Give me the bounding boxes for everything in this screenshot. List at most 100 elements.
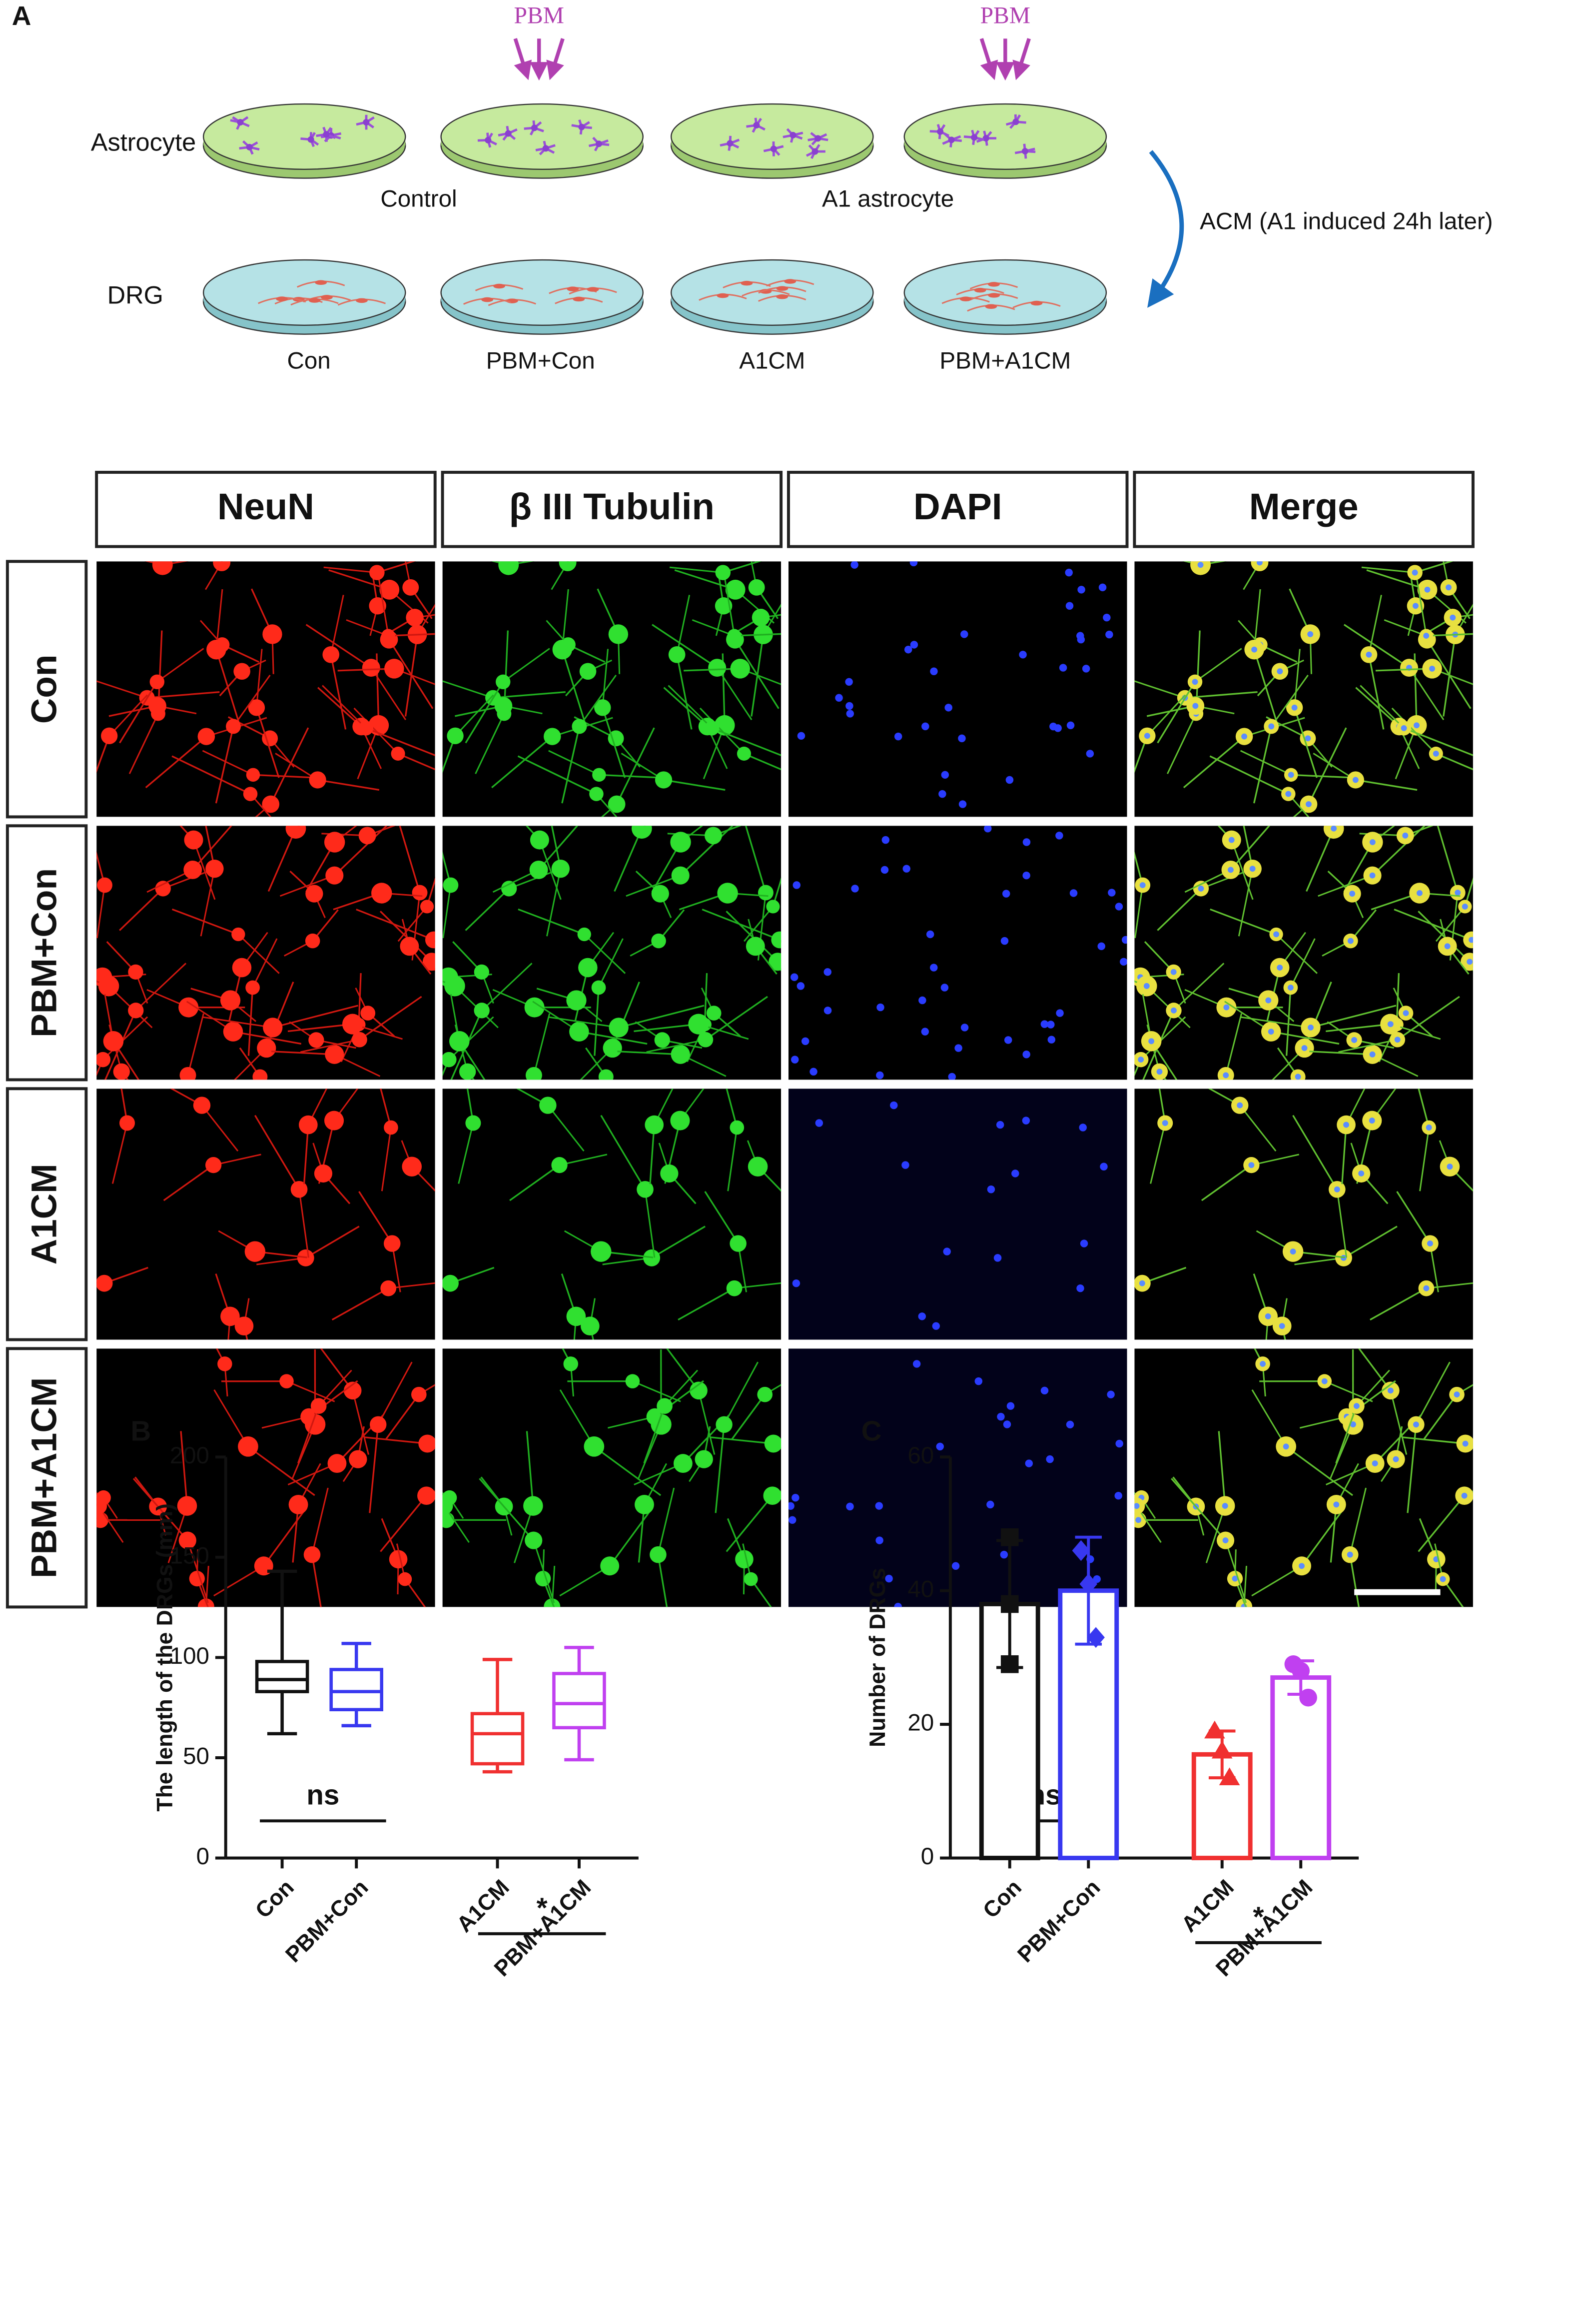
micrograph <box>442 1089 782 1340</box>
soma <box>193 1097 211 1114</box>
nucleus <box>823 968 831 976</box>
soma <box>206 639 226 660</box>
neurite <box>481 963 533 1011</box>
cell <box>363 119 370 126</box>
soma <box>671 866 690 885</box>
neurite <box>502 648 550 683</box>
neurite <box>1415 561 1454 574</box>
neurite <box>119 888 164 931</box>
neurite <box>1418 1495 1465 1552</box>
soma <box>360 1006 376 1021</box>
nucleus <box>1192 679 1198 685</box>
soma <box>402 1157 422 1177</box>
neurite <box>1355 779 1418 791</box>
soma <box>305 885 323 903</box>
nucleus <box>1283 1443 1289 1450</box>
row-header-box <box>5 1347 88 1609</box>
neurite <box>1201 1164 1252 1201</box>
neurite <box>617 1051 681 1056</box>
soma <box>183 861 202 879</box>
nucleus <box>960 1024 969 1032</box>
neurite <box>1396 973 1400 1025</box>
neurite <box>712 727 782 757</box>
x-tick-label: A1CM <box>452 1875 514 1937</box>
soma <box>179 1067 196 1080</box>
neurite <box>549 1016 619 1029</box>
soma <box>608 624 629 644</box>
neurite <box>727 1127 738 1191</box>
soma <box>645 1115 664 1135</box>
neurite <box>616 727 655 805</box>
nucleus <box>1228 837 1235 843</box>
nucleus <box>1369 1118 1375 1124</box>
nucleus <box>1086 750 1094 758</box>
nucleus <box>918 1312 926 1320</box>
soma <box>735 1550 754 1569</box>
y-tick-label: 50 <box>183 1743 209 1770</box>
nucleus <box>1467 959 1473 965</box>
neurite <box>1217 826 1232 841</box>
nucleus <box>1353 1403 1360 1409</box>
neurite <box>652 624 718 669</box>
soma <box>529 861 548 879</box>
nucleus <box>1002 890 1010 898</box>
soma <box>657 1398 673 1414</box>
neurite <box>626 875 681 897</box>
row-label: Astrocyte <box>91 128 196 156</box>
soma <box>523 1496 543 1516</box>
soma <box>1463 931 1473 949</box>
neurite <box>442 735 456 773</box>
soma <box>763 1486 782 1505</box>
soma <box>352 1032 367 1048</box>
nucleus <box>909 561 918 567</box>
neurite <box>369 1424 379 1513</box>
soma <box>705 721 720 736</box>
nucleus <box>1066 721 1075 730</box>
micrograph <box>1134 1348 1473 1607</box>
schematic: A PBM PBM Astrocyte DRG Control A1 astro… <box>12 1 1493 374</box>
dish-top <box>903 259 1107 326</box>
nucleus <box>846 1502 854 1511</box>
panel-label: A <box>12 1 31 31</box>
neurite <box>200 868 215 937</box>
neurite <box>213 1565 264 1597</box>
nucleus <box>1222 1537 1229 1544</box>
dish <box>671 259 874 335</box>
nucleus <box>1268 723 1275 730</box>
nucleus <box>938 790 946 798</box>
point <box>1211 1740 1233 1759</box>
neurite <box>1208 1089 1240 1107</box>
neurite <box>1407 1424 1417 1513</box>
nucleus <box>1135 1517 1142 1523</box>
soma <box>325 866 344 885</box>
soma <box>670 1111 690 1131</box>
nucleus <box>936 1442 944 1451</box>
nucleus <box>845 702 853 710</box>
micrograph <box>96 561 435 817</box>
neurite <box>397 906 428 942</box>
nucleus <box>986 1500 994 1509</box>
dish <box>903 103 1107 179</box>
neurite <box>1426 1282 1473 1289</box>
neurite <box>559 1565 610 1597</box>
neurite <box>491 736 553 789</box>
neurite <box>353 707 399 754</box>
cell <box>237 119 244 126</box>
soma <box>310 1398 327 1414</box>
neurite <box>1308 727 1347 805</box>
neurite <box>1338 1039 1398 1053</box>
nucleus <box>1301 1045 1308 1051</box>
nucleus <box>1426 1125 1432 1131</box>
panel-label: C <box>861 1415 882 1447</box>
nucleus <box>1103 613 1111 622</box>
soma <box>608 795 626 813</box>
y-tick-label: 100 <box>170 1643 209 1669</box>
neurite <box>763 603 782 635</box>
nucleus <box>958 800 967 808</box>
cell <box>753 122 760 129</box>
soma <box>695 1450 713 1468</box>
soma <box>465 1115 481 1131</box>
neurite <box>1355 687 1400 727</box>
neurite <box>163 1164 214 1201</box>
neurite <box>731 1394 766 1440</box>
